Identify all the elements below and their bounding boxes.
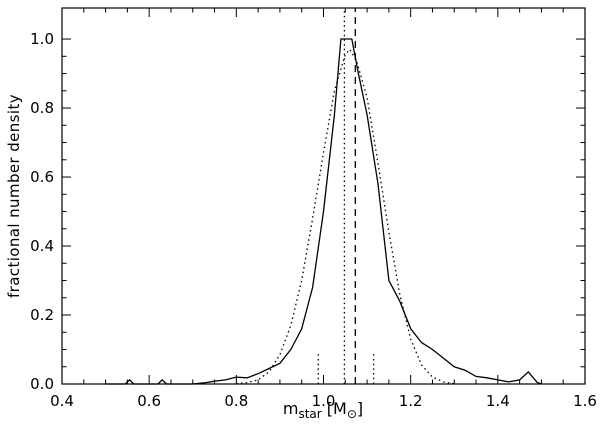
y-tick-label: 0.8 [30,99,54,117]
x-label-close-bracket: ] [356,399,364,418]
series-gaussian-fit [236,48,455,385]
x-tick-label: 0.6 [137,392,161,410]
y-tick-label: 0.2 [30,306,54,324]
x-tick-label: 1.2 [399,392,423,410]
x-axis-label: mstar [M⊙] [282,399,364,422]
x-tick-label: 1.6 [573,392,597,410]
x-label-mass-symbol: M [333,399,347,418]
y-tick-label: 0.0 [30,375,54,393]
x-tick-label: 0.8 [224,392,248,410]
x-tick-label: 1.4 [486,392,510,410]
x-label-open-bracket: [ [321,399,334,418]
y-tick-label: 1.0 [30,30,54,48]
x-tick-label: 0.4 [50,392,74,410]
x-label-m: m [282,399,299,418]
sun-symbol-icon: ⊙ [346,407,357,422]
series-measured-distribution [105,38,542,385]
y-tick-label: 0.6 [30,168,54,186]
x-label-star-subscript: star [298,407,322,422]
x-tick-label: 1.0 [312,392,336,410]
axes-box [61,7,586,385]
y-axis-label: fractional number density [5,93,23,299]
y-tick-label: 0.4 [30,237,54,255]
